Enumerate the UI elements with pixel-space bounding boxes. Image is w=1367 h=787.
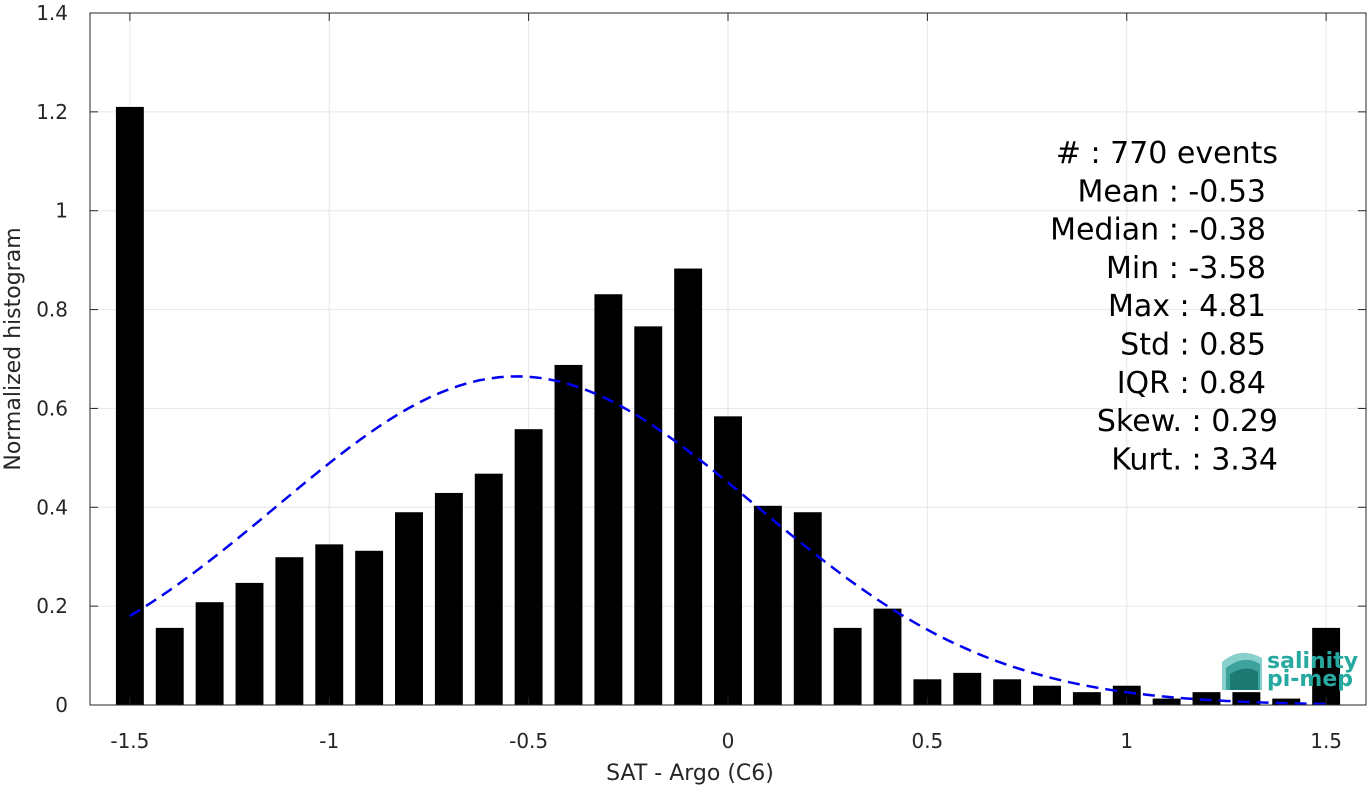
stat-line: Kurt. : 3.34 bbox=[1111, 442, 1278, 477]
histogram-bar bbox=[793, 512, 822, 705]
histogram-bar bbox=[195, 602, 224, 705]
stat-line: Min : -3.58 bbox=[1106, 251, 1266, 286]
histogram-bar bbox=[1192, 692, 1221, 705]
histogram-bar bbox=[993, 679, 1022, 705]
x-tick-label: -1 bbox=[319, 729, 339, 753]
y-tick-label: 0 bbox=[55, 693, 68, 717]
x-tick-label: 1 bbox=[1120, 729, 1133, 753]
histogram-bar bbox=[833, 627, 862, 705]
y-tick-label: 1.2 bbox=[36, 100, 68, 124]
y-tick-label: 1 bbox=[55, 199, 68, 223]
x-tick-label: 1.5 bbox=[1310, 729, 1342, 753]
x-tick-label: 0.5 bbox=[911, 729, 943, 753]
histogram-bar bbox=[594, 294, 623, 705]
salinity-pimep-logo: salinity pi-mep bbox=[1222, 649, 1358, 692]
histogram-bar bbox=[115, 106, 144, 705]
histogram-bar bbox=[275, 557, 304, 705]
logo-text-pimep: pi-mep bbox=[1267, 667, 1353, 692]
logo-text-salinity: salinity bbox=[1267, 649, 1358, 674]
histogram-bar bbox=[1033, 685, 1061, 705]
x-tick-label: -1.5 bbox=[110, 729, 149, 753]
histogram-bar bbox=[434, 492, 463, 705]
y-tick-label: 0.8 bbox=[36, 298, 68, 322]
x-tick-label: 0 bbox=[722, 729, 735, 753]
histogram-bar bbox=[1312, 627, 1341, 705]
histogram-bar bbox=[1152, 698, 1181, 705]
histogram-bar bbox=[235, 582, 264, 705]
histogram-bar bbox=[315, 544, 344, 705]
normal-fit-curve bbox=[129, 375, 1327, 706]
histogram-bar bbox=[155, 627, 184, 705]
histogram-bar bbox=[1072, 692, 1101, 705]
y-tick-label: 1.4 bbox=[36, 1, 68, 25]
histogram-bar bbox=[554, 364, 583, 705]
stat-line: Median : -0.38 bbox=[1050, 213, 1266, 248]
histogram-bar bbox=[634, 326, 663, 705]
y-tick-label: 0.2 bbox=[36, 594, 68, 618]
histogram-bar bbox=[1112, 685, 1141, 705]
grid-lines bbox=[90, 12, 1366, 706]
histogram-bar bbox=[1272, 698, 1301, 705]
histogram-bar bbox=[474, 473, 503, 705]
histogram-bar bbox=[753, 505, 782, 705]
histogram-bar bbox=[674, 268, 703, 705]
histogram-bars bbox=[115, 106, 1341, 705]
stat-line: Std : 0.85 bbox=[1120, 328, 1266, 363]
y-axis-label: Normalized histogram bbox=[1, 227, 26, 470]
y-tick-label: 0.6 bbox=[36, 396, 68, 420]
histogram-bar bbox=[953, 672, 982, 705]
stat-line: Max : 4.81 bbox=[1108, 289, 1266, 324]
stat-line: IQR : 0.84 bbox=[1117, 366, 1266, 401]
histogram-bar bbox=[873, 608, 902, 705]
histogram-bar bbox=[355, 550, 384, 705]
x-tick-label: -0.5 bbox=[509, 729, 548, 753]
x-axis-label: SAT - Argo (C6) bbox=[606, 761, 774, 786]
stat-line: Mean : -0.53 bbox=[1077, 174, 1266, 209]
stat-line: # : 770 events bbox=[1056, 136, 1278, 171]
histogram-bar bbox=[514, 429, 543, 705]
wave-icon bbox=[1222, 652, 1262, 690]
y-tick-label: 0.4 bbox=[36, 495, 68, 519]
axis-ticks: -1.5 -1 -0.5 0 0.5 1 1.5 0 0.2 0.4 0.6 0.8 1 1.2 1.4 bbox=[36, 1, 1366, 753]
stat-line: Skew. : 0.29 bbox=[1097, 404, 1278, 439]
histogram-bar bbox=[714, 416, 742, 705]
histogram-bar bbox=[395, 512, 423, 705]
